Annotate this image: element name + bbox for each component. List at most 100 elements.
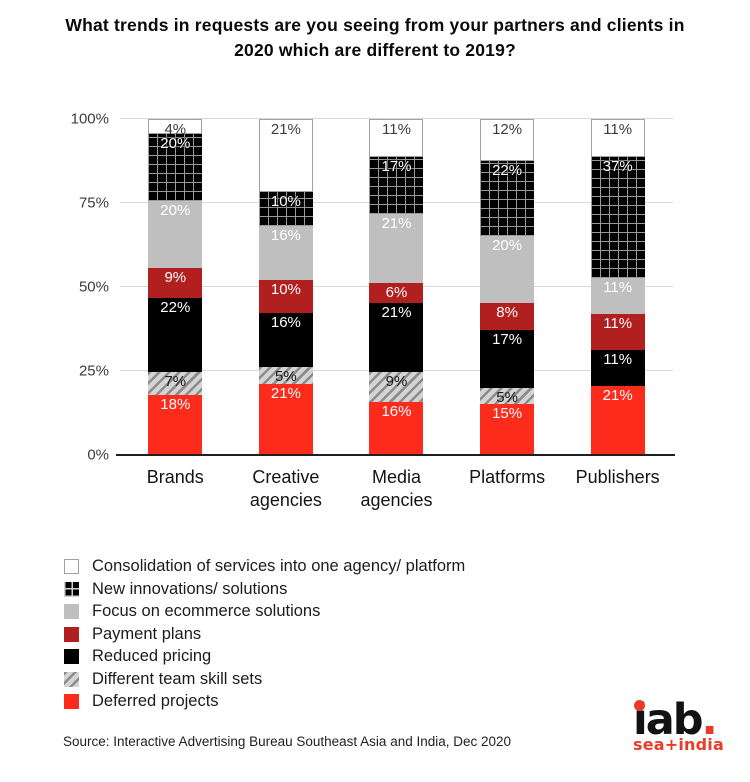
bar-segment: 9%: [369, 372, 424, 403]
bar-segment: 21%: [258, 384, 313, 455]
y-axis-tick-label: 25%: [78, 362, 109, 380]
bar-segment-value-label: 11%: [603, 351, 633, 369]
legend-item-label: Payment plans: [92, 624, 202, 643]
bar-segment-value-label: 20%: [492, 236, 523, 254]
legend-swatch-icon: [64, 581, 79, 597]
bar-segment: 20%: [148, 134, 203, 202]
legend-swatch-icon: [64, 649, 79, 664]
legend-item-label: Deferred projects: [92, 692, 219, 710]
bar-segment-value-label: 5%: [496, 388, 518, 406]
bar-segment-value-label: 16%: [381, 403, 412, 421]
bar-segment-value-label: 17%: [381, 158, 412, 176]
bar-segment: 17%: [369, 157, 424, 214]
iab-logo-period: .: [701, 695, 718, 745]
bar-segment: 21%: [369, 302, 424, 373]
stacked-bar-brands: 4% 20% 20% 9% 22% 7% 18%: [148, 119, 203, 455]
bar-segment: 18%: [148, 394, 203, 455]
bar-segment-value-label: 20%: [160, 135, 191, 153]
bar-segment-value-label: 11%: [603, 315, 633, 333]
bar-segment-value-label: 11%: [382, 121, 411, 138]
bar-segment: 9%: [148, 267, 203, 299]
bar-segment: 20%: [148, 201, 203, 268]
bar-segment: 21%: [369, 213, 424, 284]
legend-swatch-icon: [64, 604, 79, 619]
y-axis-tick-label: 0%: [87, 446, 109, 464]
bar-segment: 10%: [258, 191, 313, 226]
bar-segment: 5%: [480, 387, 535, 406]
bar-segment-value-label: 16%: [270, 226, 301, 244]
bar-segment-value-label: 22%: [160, 299, 191, 317]
legend-item-label: New innovations/ solutions: [92, 579, 288, 598]
legend-swatch-icon: [64, 694, 79, 709]
bar-segment-value-label: 21%: [270, 121, 301, 138]
bar-segment-value-label: 7%: [164, 372, 187, 390]
y-axis-tick-label: 75%: [78, 194, 109, 212]
legend-item: Focus on ecommerce solutions: [64, 601, 465, 622]
x-axis-category-label: Publishers: [575, 467, 660, 487]
bar-segment: 12%: [480, 119, 535, 162]
x-axis-category-label: Media agencies: [360, 467, 433, 511]
bar-segment-value-label: 15%: [492, 405, 523, 423]
stacked-bar-creative-agencies: 21% 10% 16% 10% 16% 5% 21%: [258, 119, 313, 455]
bar-segment: 20%: [480, 235, 535, 304]
bar-segment-value-label: 10%: [270, 192, 301, 210]
legend-item-label: Focus on ecommerce solutions: [92, 602, 321, 620]
legend-swatch-icon: [64, 626, 79, 642]
bar-segment: 22%: [148, 298, 203, 372]
bar-segment-value-label: 10%: [270, 280, 301, 298]
legend-item: New innovations/ solutions: [64, 579, 465, 600]
bar-segment: 17%: [480, 330, 535, 388]
bar-segment: 21%: [590, 386, 645, 455]
x-axis-category-label: Platforms: [469, 467, 546, 487]
y-axis-tick-label: 100%: [70, 110, 109, 128]
legend-item: Payment plans: [64, 624, 465, 645]
bar-segment: 11%: [590, 314, 645, 351]
iab-logo-wordmark: iab.: [633, 699, 718, 742]
iab-tittle-dot-icon: [634, 700, 645, 711]
legend-item-label: Consolidation of services into one agenc…: [92, 557, 466, 575]
x-axis-category-label: Brands: [146, 467, 204, 487]
bar-segment-value-label: 37%: [602, 158, 633, 176]
stacked-bar-publishers: 11% 37% 11% 11% 11% 21%: [590, 119, 645, 455]
x-axis-category-label: Creative agencies: [249, 467, 322, 511]
y-axis-tick-label: 50%: [78, 278, 109, 296]
bar-segment-value-label: 12%: [492, 121, 523, 138]
bars-container: 4% 20% 20% 9% 22% 7% 18% 21% 10% 16% 10% 16% 5% 21% 11…: [120, 119, 673, 456]
stacked-bar-media-agencies: 11% 17% 21% 6% 21% 9% 16%: [369, 119, 424, 456]
legend-swatch-icon: [64, 559, 79, 574]
bar-segment-value-label: 20%: [160, 202, 191, 220]
gridline: [120, 118, 673, 119]
bar-segment-value-label: 21%: [270, 385, 301, 403]
bar-segment-value-label: 11%: [603, 121, 633, 138]
legend-item-label: Reduced pricing: [92, 647, 212, 665]
iab-sea-india-logo: iab. sea+india: [633, 699, 748, 755]
x-axis-line: [116, 454, 675, 456]
bar-segment: 8%: [480, 303, 535, 331]
bar-segment: 37%: [590, 157, 645, 279]
bar-segment-value-label: 21%: [602, 387, 633, 405]
bar-segment-value-label: 9%: [164, 268, 187, 286]
bar-segment-value-label: 17%: [492, 331, 523, 349]
bar-segment-value-label: 18%: [160, 395, 191, 413]
x-axis-labels: Brands Creative agencies Media agencies Pla…: [120, 466, 673, 513]
stacked-bar-platforms: 12% 22% 20% 8% 17% 5% 15%: [480, 119, 535, 455]
bar-segment: 10%: [258, 279, 313, 314]
bar-segment: 11%: [369, 119, 424, 158]
iab-logo-subtext: sea+india: [633, 735, 724, 754]
bar-segment-value-label: 6%: [385, 284, 408, 302]
legend-item: Reduced pricing: [64, 646, 465, 667]
bar-segment-value-label: 21%: [381, 214, 412, 232]
legend-item-label: Different team skill sets: [92, 669, 263, 688]
bar-segment: 15%: [480, 404, 535, 455]
bar-segment-value-label: 11%: [603, 279, 633, 297]
source-note: Source: Interactive Advertising Bureau S…: [63, 734, 512, 749]
legend-item: Consolidation of services into one agenc…: [64, 556, 465, 577]
bar-segment-value-label: 8%: [496, 304, 518, 322]
bar-segment: 7%: [148, 371, 203, 395]
plot-area: 4% 20% 20% 9% 22% 7% 18% 21% 10% 16% 10% 16% 5% 21% 11…: [71, 111, 675, 464]
legend-item: Different team skill sets: [64, 669, 465, 690]
bar-segment-value-label: 22%: [492, 162, 523, 180]
bar-segment: 11%: [590, 119, 645, 158]
bar-segment: 6%: [369, 283, 424, 303]
